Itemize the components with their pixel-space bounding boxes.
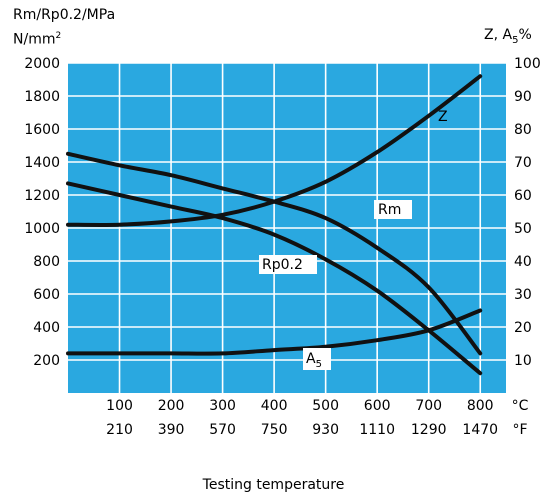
curve-a5 — [66, 308, 483, 356]
left-axis-ticks: 200 400 600 800 1000 1200 1400 1600 1800 2000 — [24, 56, 60, 369]
right-axis-label-tail: % — [518, 27, 532, 43]
x-tick-celsius-7: 800 — [467, 398, 494, 414]
right-tick-9: 100 — [514, 56, 541, 72]
x-unit-fahrenheit: °F — [512, 422, 527, 438]
left-axis-unit-superscript: 2 — [55, 31, 62, 41]
right-tick-2: 30 — [514, 287, 532, 303]
x-tick-fahrenheit-6: 1290 — [411, 422, 447, 438]
series-label-rp02: Rp0.2 — [262, 257, 303, 273]
series-label-rm: Rm — [378, 202, 401, 218]
x-tick-fahrenheit-2: 570 — [209, 422, 236, 438]
right-tick-4: 50 — [514, 221, 532, 237]
left-tick-1: 400 — [33, 320, 60, 336]
left-tick-4: 1000 — [24, 221, 60, 237]
left-axis-unit: N/mm — [13, 31, 56, 48]
right-axis-label-subscript: 5 — [512, 34, 519, 46]
x-tick-celsius-2: 300 — [209, 398, 236, 414]
right-tick-1: 20 — [514, 320, 532, 336]
x-tick-celsius-5: 600 — [364, 398, 391, 414]
x-tick-fahrenheit-0: 210 — [106, 422, 133, 438]
series-curves — [66, 74, 483, 376]
right-tick-3: 40 — [514, 254, 532, 270]
x-tick-fahrenheit-1: 390 — [158, 422, 185, 438]
chart: 200 400 600 800 1000 1200 1400 1600 1800 2000 10 2… — [24, 56, 541, 438]
x-tick-celsius-1: 200 — [158, 398, 185, 414]
left-tick-2: 600 — [33, 287, 60, 303]
right-tick-6: 70 — [514, 155, 532, 171]
right-tick-8: 90 — [514, 89, 532, 105]
left-tick-7: 1600 — [24, 122, 60, 138]
left-tick-0: 200 — [33, 353, 60, 369]
x-axis-ticks: 100 210 200 390 300 570 400 750 500 930 600 1110 700… — [106, 398, 498, 438]
curve-rp02 — [66, 181, 483, 376]
x-tick-celsius-6: 700 — [415, 398, 442, 414]
x-tick-fahrenheit-4: 930 — [312, 422, 339, 438]
series-label-a5-main: A — [306, 351, 316, 367]
x-unit-celsius: °C — [512, 398, 529, 414]
left-axis-label-line2: N/mm2 — [13, 32, 61, 47]
left-axis-label-line1: Rm/Rp0.2/MPa — [13, 7, 116, 23]
left-tick-6: 1400 — [24, 155, 60, 171]
curve-z — [66, 74, 483, 227]
label-bg-rp — [259, 255, 317, 274]
right-axis-label-main: Z, A — [484, 27, 513, 43]
label-bg-a5 — [303, 348, 331, 370]
x-axis-label: Testing temperature — [202, 477, 345, 493]
x-tick-celsius-0: 100 — [106, 398, 133, 414]
x-tick-fahrenheit-3: 750 — [261, 422, 288, 438]
series-label-z: Z — [438, 109, 448, 125]
right-axis-ticks: 10 20 30 40 50 60 70 80 90 100 — [514, 56, 541, 369]
right-tick-5: 60 — [514, 188, 532, 204]
series-label-a5-subscript: 5 — [316, 359, 322, 370]
left-tick-5: 1200 — [24, 188, 60, 204]
x-tick-fahrenheit-7: 1470 — [462, 422, 498, 438]
right-tick-7: 80 — [514, 122, 532, 138]
left-tick-9: 2000 — [24, 56, 60, 72]
series-label-a5: A5 — [306, 351, 322, 370]
x-tick-fahrenheit-5: 1110 — [359, 422, 395, 438]
left-tick-8: 1800 — [24, 89, 60, 105]
label-bg-rm — [374, 200, 412, 219]
right-tick-0: 10 — [514, 353, 532, 369]
x-tick-celsius-3: 400 — [261, 398, 288, 414]
right-axis-label: Z, A5% — [484, 28, 532, 46]
x-tick-celsius-4: 500 — [312, 398, 339, 414]
left-tick-3: 800 — [33, 254, 60, 270]
